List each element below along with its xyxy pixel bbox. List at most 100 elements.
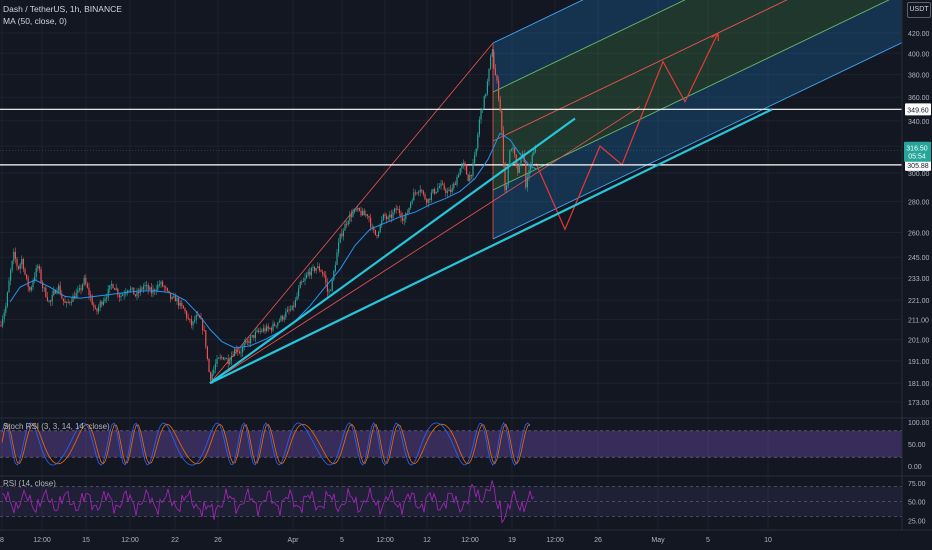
stoch-d-line (1, 423, 531, 465)
currency-badge[interactable]: USDT (907, 2, 931, 18)
candle-body (392, 212, 394, 218)
candle-body (171, 297, 173, 299)
candle-body (130, 288, 132, 291)
candle-body (206, 346, 208, 359)
candle-body (54, 290, 56, 294)
candle-body (422, 191, 424, 195)
candle-body (485, 93, 487, 97)
candle-body (386, 216, 388, 219)
candle-body (146, 285, 148, 286)
candle-body (366, 214, 368, 216)
candle-body (410, 202, 412, 208)
candle-body (13, 251, 15, 261)
price-tick-label: 233.00 (908, 276, 930, 283)
candle-body (418, 191, 420, 193)
candle-body (344, 223, 346, 231)
candle-body (194, 320, 196, 322)
price-axis: 420.00400.00380.00360.00340.00320.00300.… (901, 0, 931, 530)
candle-body (179, 302, 181, 306)
candle-body (283, 317, 285, 320)
candle-body (147, 285, 149, 290)
stoch-rsi-pane (0, 417, 932, 466)
candle-body (85, 277, 87, 284)
candle-body (70, 301, 72, 303)
candle-body (320, 270, 322, 272)
candle-body (37, 266, 39, 268)
candle-body (226, 358, 228, 360)
candle-body (59, 285, 61, 295)
candle-body (2, 318, 4, 326)
candle-body (53, 290, 55, 296)
candle-body (86, 283, 88, 288)
candle-body (243, 343, 245, 347)
candle-body (461, 165, 463, 169)
candle-body (240, 352, 242, 354)
candle-body (14, 251, 16, 259)
candle-body (528, 170, 530, 178)
candle-body (126, 290, 128, 293)
candle-body (525, 161, 527, 188)
candle-body (282, 316, 284, 320)
price-tick-label: 181.00 (908, 381, 930, 388)
candle-body (387, 217, 389, 219)
candle-body (106, 297, 108, 299)
candle-body (114, 288, 116, 290)
candle-body (6, 292, 8, 307)
candle-body (160, 281, 162, 285)
candle-body (526, 177, 528, 188)
candle-body (419, 189, 421, 192)
candle-body (504, 163, 506, 191)
candle-body (464, 162, 466, 166)
candle-body (80, 288, 82, 290)
price-tick-label: 280.00 (908, 200, 930, 207)
time-tick-label: 12:00 (121, 537, 139, 544)
candle-body (328, 290, 330, 292)
candle-body (312, 267, 314, 268)
candle-body (467, 174, 469, 182)
candle-body (402, 217, 404, 221)
candle-body (174, 296, 176, 302)
candle-body (101, 301, 103, 305)
candle-body (374, 229, 376, 235)
candle-body (307, 271, 309, 275)
stoch-tick-label: 100.00 (908, 420, 930, 427)
candle-body (421, 189, 423, 192)
candle-body (56, 290, 58, 294)
candle-body (22, 259, 24, 270)
candle-body (128, 290, 130, 292)
candle-body (411, 200, 413, 203)
price-tick-label: 201.00 (908, 338, 930, 345)
ma50-line (9, 132, 537, 349)
candle-body (144, 285, 146, 287)
candle-body (136, 292, 138, 297)
candle-body (427, 198, 429, 203)
candle-body (115, 288, 117, 290)
candle-body (107, 289, 109, 298)
candle-body (224, 358, 226, 360)
candle-body (531, 154, 533, 166)
candle-body (123, 294, 125, 296)
candle-body (122, 294, 124, 296)
stoch-tick-label: 0.00 (908, 464, 922, 471)
price-tick-label: 340.00 (908, 119, 930, 126)
candle-body (296, 296, 298, 300)
symbol-title: Dash / TetherUS, 1h, BINANCE (3, 4, 122, 14)
candle-body (429, 198, 431, 200)
candle-body (475, 148, 477, 156)
candle-body (45, 287, 47, 298)
candle-body (413, 192, 415, 201)
candle-body (365, 214, 367, 216)
candle-body (238, 351, 240, 353)
candle-body (362, 210, 364, 216)
rsi-tick-label: 25.00 (908, 518, 926, 525)
candle-body (222, 357, 224, 360)
candle-body (219, 356, 221, 359)
candle-body (91, 297, 93, 305)
time-tick-label: May (651, 537, 665, 544)
candle-body (446, 191, 448, 193)
candle-body (3, 312, 5, 319)
time-tick-label: Apr (288, 537, 300, 544)
candle-body (317, 266, 319, 269)
candle-body (16, 258, 18, 267)
